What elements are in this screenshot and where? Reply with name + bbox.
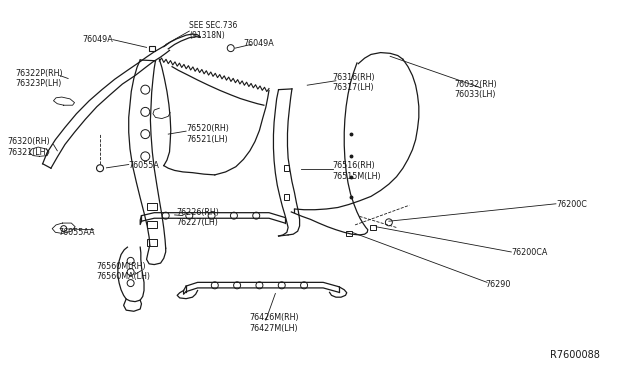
Text: 76316(RH)
76317(LH): 76316(RH) 76317(LH) — [333, 73, 376, 92]
Text: SEE SEC.736
(91318N): SEE SEC.736 (91318N) — [189, 20, 237, 40]
Bar — [370, 225, 376, 230]
Text: 76322P(RH)
76323P(LH): 76322P(RH) 76323P(LH) — [15, 69, 63, 88]
Text: 76049A: 76049A — [243, 39, 274, 48]
Text: R7600088: R7600088 — [550, 350, 600, 360]
Bar — [149, 46, 156, 51]
Text: 76032(RH)
76033(LH): 76032(RH) 76033(LH) — [454, 80, 497, 99]
Text: 76520(RH)
76521(LH): 76520(RH) 76521(LH) — [186, 124, 229, 144]
Text: 76200CA: 76200CA — [511, 248, 548, 257]
Text: 76055A: 76055A — [129, 161, 159, 170]
Text: 76200C: 76200C — [556, 200, 587, 209]
Bar — [147, 221, 157, 228]
Text: 76426M(RH)
76427M(LH): 76426M(RH) 76427M(LH) — [250, 314, 300, 333]
Bar — [147, 203, 157, 210]
Text: 76560M(RH)
76560MA(LH): 76560M(RH) 76560MA(LH) — [97, 262, 151, 281]
Bar — [284, 194, 289, 200]
Bar — [147, 239, 157, 246]
Text: 76226(RH)
76227(LH): 76226(RH) 76227(LH) — [177, 208, 220, 227]
Text: 76320(RH)
76321(LH): 76320(RH) 76321(LH) — [8, 137, 51, 157]
Text: 76516(RH)
76515M(LH): 76516(RH) 76515M(LH) — [333, 161, 381, 181]
Text: 76055AA: 76055AA — [59, 228, 95, 237]
Text: 76290: 76290 — [486, 280, 511, 289]
Bar — [284, 165, 289, 171]
Text: 76049A: 76049A — [82, 35, 113, 44]
Bar — [346, 231, 352, 236]
